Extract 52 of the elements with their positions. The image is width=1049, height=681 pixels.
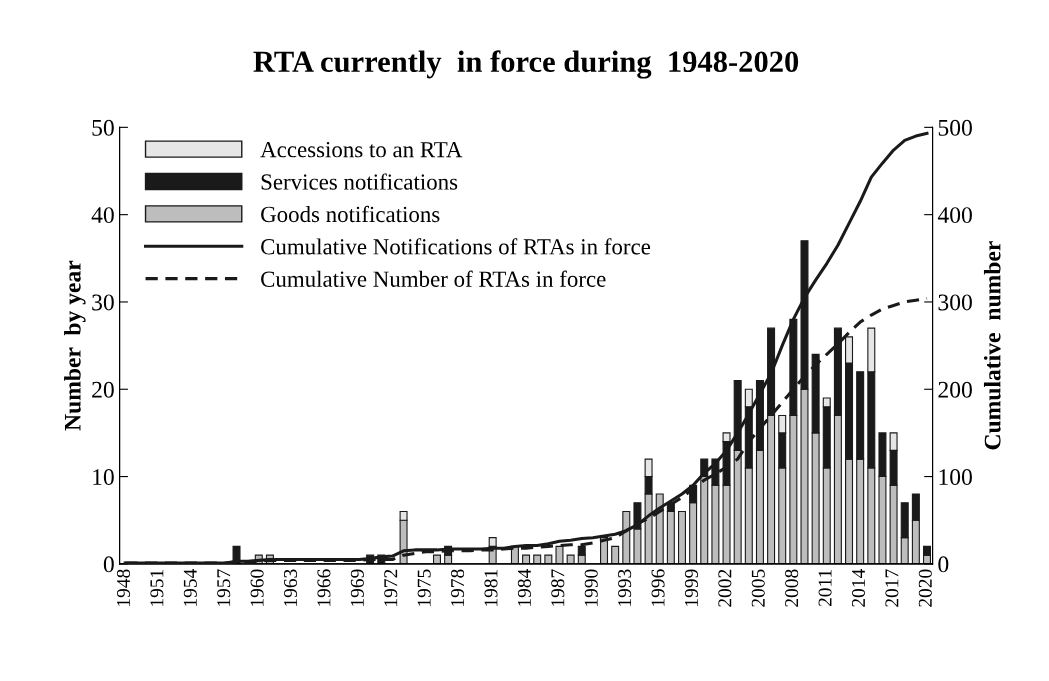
y2-tick-label: 0: [938, 556, 949, 573]
legend-label: Goods notifications: [261, 205, 440, 223]
x-tick-label: 2008: [785, 569, 799, 607]
y-tick-label: 40: [91, 207, 114, 224]
x-tick-label: 1990: [584, 569, 598, 606]
legend-label: Accessions to an RTA: [260, 141, 463, 158]
x-tick-label: 2002: [718, 569, 732, 607]
y2-tick-label: 500: [938, 119, 972, 136]
y2-tick-label: 100: [939, 469, 972, 485]
bar: [566, 554, 575, 564]
legend-label: Services notifications: [261, 173, 458, 190]
bar: [611, 545, 620, 564]
bar: [544, 554, 553, 564]
x-tick-label: 2020: [918, 569, 932, 607]
x-tick-label: 1966: [317, 569, 331, 606]
x-tick-label: 2011: [818, 569, 832, 607]
y-tick-label: 50: [92, 119, 114, 136]
x-tick-label: 1951: [150, 569, 164, 606]
x-tick-label: 1972: [384, 569, 398, 606]
bar: [522, 554, 531, 564]
x-tick-label: 1999: [684, 569, 698, 606]
bar: [488, 537, 497, 547]
y2-axis-title: Cumulative number: [983, 241, 1001, 450]
x-tick-label: 1969: [350, 569, 364, 606]
x-tick-label: 1957: [217, 569, 231, 606]
y-tick-label: 20: [92, 381, 114, 398]
x-tick-label: 1960: [250, 569, 264, 606]
x-tick-label: 2017: [885, 569, 899, 607]
legend-label: Cumulative Number of RTAs in force: [261, 270, 606, 287]
x-tick-label: 1954: [183, 569, 197, 606]
x-tick-label: 1984: [517, 569, 531, 606]
x-tick-label: 2014: [851, 569, 866, 607]
y2-tick-label: 200: [938, 381, 972, 398]
y2-tick-label: 300: [938, 294, 972, 311]
chart-title: RTA currently in force during 1948-2020: [253, 50, 799, 79]
x-tick-label: 1996: [651, 569, 665, 606]
legend-label: Cumulative Notifications of RTAs in force: [261, 238, 651, 255]
y-tick-label: 0: [103, 556, 114, 573]
y-axis-title: Number by year: [64, 260, 86, 431]
bar: [677, 510, 686, 564]
x-tick-label: 1981: [484, 569, 498, 606]
x-tick-label: 1975: [417, 569, 431, 606]
x-tick-label: 1963: [284, 569, 298, 606]
x-tick-label: 1948: [116, 569, 131, 606]
y2-tick-label: 400: [937, 207, 972, 224]
x-tick-label: 1978: [451, 569, 465, 606]
x-tick-label: 1987: [551, 569, 565, 606]
bar: [533, 554, 542, 564]
x-tick-label: 1993: [618, 569, 632, 606]
y-tick-label: 10: [93, 469, 114, 485]
y-tick-label: 30: [92, 294, 114, 311]
x-tick-label: 2005: [751, 569, 765, 607]
